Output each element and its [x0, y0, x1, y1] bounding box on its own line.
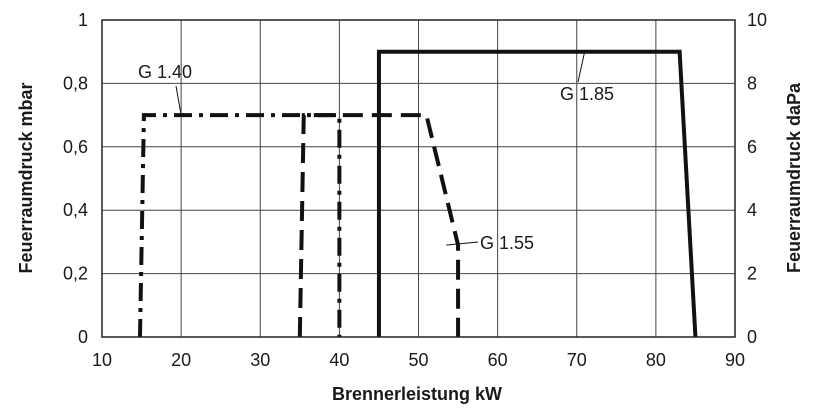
annotation-leader	[175, 85, 182, 116]
x-tick-label: 30	[250, 350, 270, 370]
x-tick-label: 60	[488, 350, 508, 370]
x-tick-label: 90	[725, 350, 745, 370]
x-tick-label: 70	[567, 350, 587, 370]
annotations: G 1.40 G 1.55 G 1.85	[138, 62, 614, 253]
y-left-tick-label: 0,6	[63, 137, 88, 157]
y-right-tick-label: 0	[747, 327, 757, 347]
annotation-label: G 1.55	[480, 233, 534, 253]
y-left-tick-labels: 0 0,2 0,4 0,6 0,8 1	[63, 10, 88, 347]
y-right-tick-label: 6	[747, 137, 757, 157]
y-right-tick-label: 10	[747, 10, 767, 30]
y-right-tick-labels: 0 2 4 6 8 10	[747, 10, 767, 347]
annotation-label: G 1.40	[138, 62, 192, 82]
x-tick-labels: 10 20 30 40 50 60 70 80 90	[92, 350, 745, 370]
x-tick-label: 50	[408, 350, 428, 370]
y-left-tick-label: 1	[78, 10, 88, 30]
y-right-tick-label: 2	[747, 264, 757, 284]
y-left-tick-label: 0,2	[63, 264, 88, 284]
y-right-axis-title: Feuerraumdruck daPa	[784, 82, 804, 273]
plot-frame	[101, 19, 736, 338]
annotation-leader	[577, 51, 586, 83]
x-tick-label: 10	[92, 350, 112, 370]
x-axis-title: Brennerleistung kW	[332, 384, 502, 404]
annotation-leader	[446, 241, 479, 246]
gridlines	[102, 20, 735, 337]
series-line-g-1-85	[376, 49, 698, 338]
annotation-label: G 1.85	[560, 84, 614, 104]
y-left-axis-title: Feuerraumdruck mbar	[16, 82, 36, 273]
y-right-tick-label: 4	[747, 200, 757, 220]
annotation-leaders	[175, 51, 586, 246]
y-left-tick-label: 0	[78, 327, 88, 347]
series-line-g-1-55	[297, 113, 461, 338]
y-left-tick-label: 0,4	[63, 200, 88, 220]
x-tick-label: 80	[646, 350, 666, 370]
x-tick-label: 40	[329, 350, 349, 370]
y-right-tick-label: 8	[747, 73, 757, 93]
series-lines	[137, 49, 698, 338]
y-left-tick-label: 0,8	[63, 73, 88, 93]
series-line-g-1-40	[137, 113, 342, 338]
x-tick-label: 20	[171, 350, 191, 370]
